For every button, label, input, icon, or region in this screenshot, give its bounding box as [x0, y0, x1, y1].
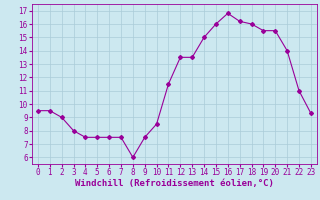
X-axis label: Windchill (Refroidissement éolien,°C): Windchill (Refroidissement éolien,°C) [75, 179, 274, 188]
